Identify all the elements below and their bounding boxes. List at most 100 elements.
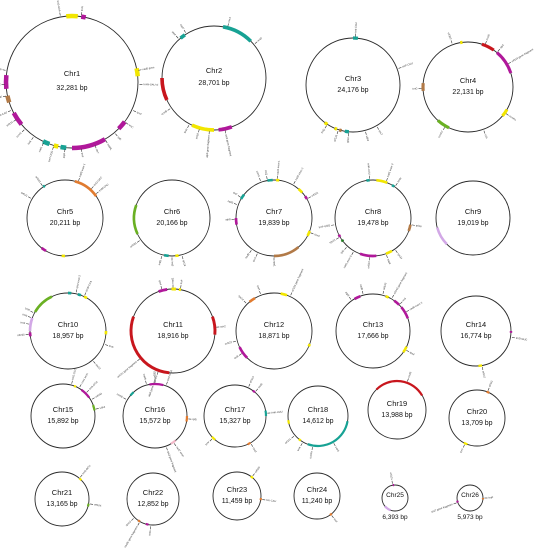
feature-tick bbox=[138, 69, 142, 71]
feature-label: trnI bbox=[401, 296, 407, 302]
feature-label: cox2 bbox=[252, 446, 258, 453]
feature-label: nad6 bbox=[0, 66, 3, 71]
chromosome-length: 20,211 bp bbox=[50, 220, 81, 227]
gene-feature-arc bbox=[73, 384, 77, 388]
feature-tick bbox=[7, 110, 11, 113]
feature-label: trnP bbox=[489, 496, 494, 500]
feature-tick bbox=[93, 361, 96, 364]
chromosome-name: Chr25 bbox=[386, 492, 404, 499]
feature-tick bbox=[187, 125, 190, 129]
feature-tick bbox=[386, 177, 388, 181]
feature-tick bbox=[137, 240, 140, 243]
chromosome-ring bbox=[335, 293, 411, 369]
gene-feature-arc bbox=[78, 477, 83, 482]
feature-label: rps13 bbox=[329, 237, 337, 244]
feature-tick bbox=[2, 95, 7, 97]
chromosome-name: Chr2 bbox=[206, 66, 222, 75]
chromosome-ring bbox=[448, 389, 506, 447]
feature-tick bbox=[462, 444, 465, 448]
chromosome-map: trnD-GUC orf107 Chr14 16,774 bp bbox=[440, 295, 528, 379]
chromosome-map: orf111 trnY Chr20 13,709 bp bbox=[448, 379, 506, 453]
chromosome-name: Chr15 bbox=[53, 405, 73, 414]
gene-feature-arc bbox=[495, 51, 513, 74]
feature-tick bbox=[79, 384, 82, 388]
gene-feature-arc bbox=[280, 292, 288, 297]
feature-label: trnC-GCA bbox=[166, 369, 174, 381]
feature-label: rps7 bbox=[378, 129, 384, 136]
feature-tick bbox=[156, 371, 159, 375]
feature-tick bbox=[173, 443, 177, 447]
chromosome-length: 28,701 bp bbox=[198, 80, 229, 87]
feature-tick bbox=[40, 183, 43, 186]
feature-tick bbox=[2, 69, 6, 71]
feature-label: trnI-CAU bbox=[353, 22, 358, 32]
feature-label: trnQ bbox=[320, 128, 326, 134]
gene-feature-arc bbox=[92, 404, 96, 411]
chromosome-length: 19,478 bp bbox=[357, 220, 388, 227]
feature-label: rps14 bbox=[397, 252, 404, 260]
feature-label: rps19 bbox=[182, 259, 188, 267]
feature-label: cob bbox=[484, 134, 489, 140]
feature-label: trnR bbox=[24, 306, 30, 312]
feature-tick bbox=[391, 294, 395, 298]
feature-tick bbox=[400, 301, 403, 304]
feature-tick bbox=[59, 12, 61, 16]
feature-tick bbox=[209, 438, 213, 442]
chromosome-length: 18,871 bp bbox=[258, 333, 289, 340]
gene-feature-arc bbox=[11, 111, 24, 126]
gene-feature-arc bbox=[191, 123, 215, 132]
gene-feature-arc bbox=[211, 316, 217, 335]
chromosome-length: 13,709 bp bbox=[461, 420, 492, 427]
feature-label: cox3 bbox=[314, 232, 321, 238]
chromosome-map: trnS-GAA trnN nad5 gene trnW-GAU-ni rps4 trnC… bbox=[0, 0, 159, 162]
gene-feature-arc bbox=[33, 295, 53, 313]
gene-feature-arc bbox=[158, 287, 168, 293]
feature-tick bbox=[300, 443, 303, 447]
gene-feature-arc bbox=[456, 500, 459, 503]
chromosome-ring bbox=[126, 472, 180, 526]
chromosome-name: Chr8 bbox=[365, 207, 381, 216]
feature-tick bbox=[336, 131, 339, 135]
chromosome-map: trnI-CAU trnP-CAU rps7 sdh3 rpl10 orf116 trnQ C… bbox=[305, 22, 413, 143]
chromosome-map: trnP rps7 gene fragment Chr26 5,973 bp bbox=[431, 484, 494, 521]
feature-label: orf144 bbox=[94, 391, 103, 398]
feature-tick bbox=[95, 408, 99, 410]
gene-feature-arc bbox=[340, 239, 345, 243]
feature-tick bbox=[450, 40, 453, 44]
feature-tick bbox=[52, 146, 54, 150]
feature-tick bbox=[243, 300, 247, 304]
feature-tick bbox=[442, 127, 446, 131]
feature-label: rpl2 bbox=[339, 248, 345, 254]
chromosome-map: ccmC trnQ nad2 exon 1 nad2 exon 2 orf101 cox3… bbox=[225, 160, 320, 267]
feature-tick bbox=[167, 108, 171, 111]
gene-feature-arc bbox=[53, 143, 59, 149]
feature-tick bbox=[181, 256, 184, 260]
feature-tick bbox=[250, 443, 254, 447]
feature-tick bbox=[115, 133, 118, 137]
feature-tick bbox=[259, 290, 261, 294]
feature-label: nad1 exon 5 bbox=[342, 254, 353, 269]
feature-label: trnF bbox=[179, 279, 184, 285]
feature-label: rrn18 bbox=[407, 371, 413, 379]
gene-feature-arc bbox=[252, 389, 256, 394]
feature-tick bbox=[31, 137, 34, 140]
feature-label: ccmC bbox=[15, 131, 23, 139]
feature-tick bbox=[508, 61, 512, 65]
feature-tick bbox=[453, 502, 457, 505]
feature-label: trnY bbox=[459, 447, 465, 453]
gene-feature-arc bbox=[137, 519, 141, 523]
gene-feature-arc bbox=[287, 420, 291, 425]
gene-feature-arc bbox=[463, 441, 468, 446]
gene-feature-arc bbox=[42, 184, 46, 188]
gene-feature-arc bbox=[247, 441, 252, 446]
chromosome-name: Chr5 bbox=[57, 207, 73, 216]
feature-label: trnF bbox=[232, 191, 238, 197]
feature-label: atp1 bbox=[499, 43, 506, 50]
chromosome-map: orf100 trnI-CAU Chr23 11,459 bp bbox=[212, 465, 277, 521]
feature-tick bbox=[21, 129, 25, 133]
feature-tick bbox=[255, 388, 259, 392]
feature-label: rps4 bbox=[136, 110, 143, 116]
